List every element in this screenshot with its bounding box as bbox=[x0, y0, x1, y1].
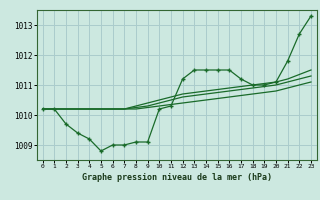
X-axis label: Graphe pression niveau de la mer (hPa): Graphe pression niveau de la mer (hPa) bbox=[82, 173, 272, 182]
